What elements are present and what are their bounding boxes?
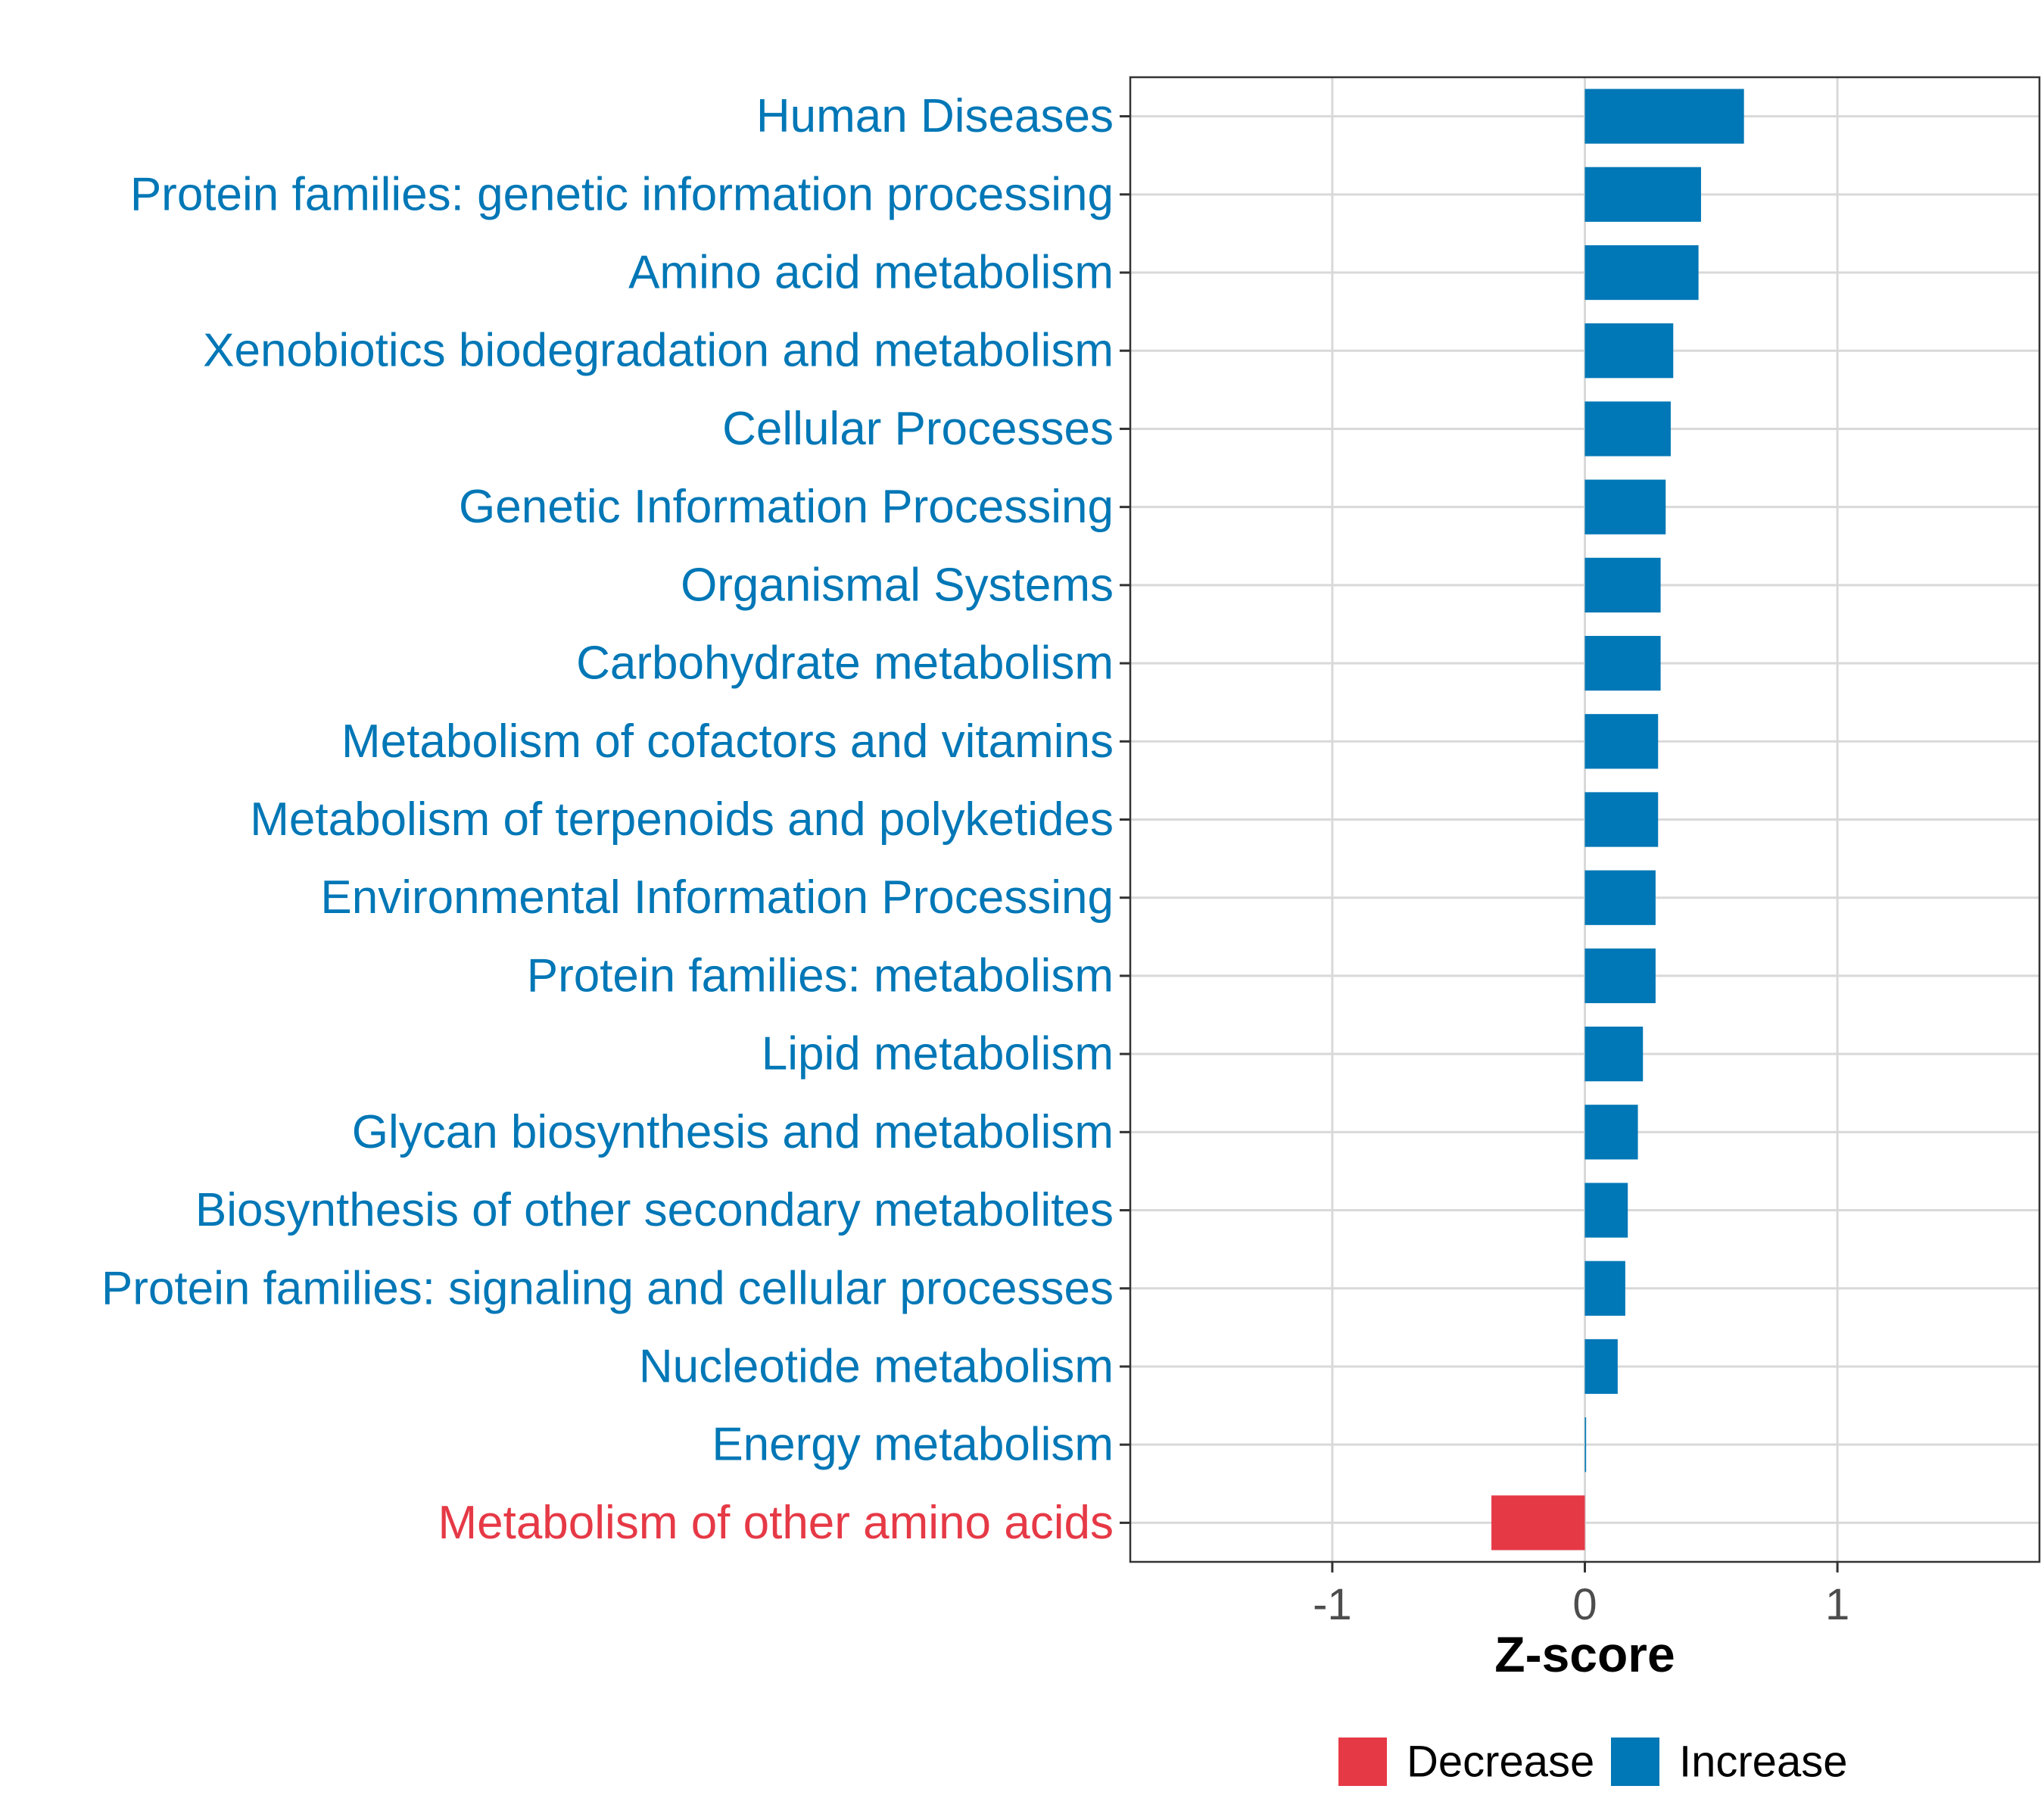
x-tick-label-2: 1: [1825, 1580, 1849, 1629]
bar-xenobiotics-biodegradation-and-metabolism: [1584, 323, 1674, 379]
legend-swatch-decrease: [1338, 1738, 1387, 1786]
x-tick-label-0: -1: [1313, 1580, 1352, 1629]
legend-swatch-increase: [1611, 1738, 1659, 1786]
bar-layer: [1491, 89, 1744, 1551]
bar-biosynthesis-of-other-secondary-metabolites: [1584, 1183, 1628, 1238]
bar-metabolism-of-other-amino-acids: [1491, 1495, 1585, 1551]
category-label-carbohydrate-metabolism: Carbohydrate metabolism: [576, 637, 1114, 690]
bar-amino-acid-metabolism: [1584, 245, 1699, 301]
legend-label-decrease: Decrease: [1407, 1738, 1594, 1787]
x-axis-title: Z-score: [1494, 1626, 1675, 1682]
category-label-xenobiotics-biodegradation-and-metabolism: Xenobiotics biodegradation and metabolis…: [203, 325, 1114, 377]
category-label-amino-acid-metabolism: Amino acid metabolism: [628, 247, 1114, 299]
category-label-organismal-systems: Organismal Systems: [681, 559, 1114, 611]
bar-protein-families-genetic-information-processing: [1584, 167, 1701, 222]
category-label-protein-families-signaling-and-cellular-processes: Protein families: signaling and cellular…: [101, 1262, 1114, 1314]
bar-metabolism-of-cofactors-and-vitamins: [1584, 714, 1659, 769]
category-label-protein-families-metabolism: Protein families: metabolism: [527, 949, 1114, 1002]
bar-genetic-information-processing: [1584, 479, 1666, 535]
category-label-glycan-biosynthesis-and-metabolism: Glycan biosynthesis and metabolism: [352, 1106, 1114, 1158]
bar-cellular-processes: [1584, 401, 1671, 457]
bar-lipid-metabolism: [1584, 1027, 1644, 1082]
category-label-cellular-processes: Cellular Processes: [722, 403, 1114, 455]
category-label-energy-metabolism: Energy metabolism: [712, 1419, 1114, 1471]
category-label-metabolism-of-terpenoids-and-polyketides: Metabolism of terpenoids and polyketides: [250, 793, 1114, 846]
bar-human-diseases: [1584, 89, 1744, 144]
x-tick-label-1: 0: [1572, 1580, 1597, 1629]
bar-carbohydrate-metabolism: [1584, 635, 1661, 691]
bar-protein-families-metabolism: [1584, 948, 1656, 1004]
category-label-nucleotide-metabolism: Nucleotide metabolism: [639, 1340, 1114, 1392]
y-axis-ticks: [1120, 115, 1130, 1524]
bar-organismal-systems: [1584, 557, 1661, 612]
category-label-lipid-metabolism: Lipid metabolism: [762, 1028, 1114, 1080]
category-label-genetic-information-processing: Genetic Information Processing: [459, 481, 1114, 533]
bar-protein-families-signaling-and-cellular-processes: [1584, 1261, 1625, 1316]
bar-energy-metabolism: [1584, 1417, 1587, 1473]
bar-nucleotide-metabolism: [1584, 1339, 1618, 1395]
category-label-metabolism-of-cofactors-and-vitamins: Metabolism of cofactors and vitamins: [341, 715, 1114, 768]
category-label-biosynthesis-of-other-secondary-metabolites: Biosynthesis of other secondary metaboli…: [195, 1184, 1114, 1236]
y-axis-labels: Human Diseases Protein families: genetic …: [101, 90, 1114, 1549]
legend: Decrease Increase: [1338, 1738, 1847, 1787]
category-label-protein-families-genetic-information-processing: Protein families: genetic information pr…: [130, 168, 1114, 220]
bar-environmental-information-processing: [1584, 870, 1656, 925]
x-axis-ticks: -1 0 1: [1313, 1562, 1849, 1629]
category-label-environmental-information-processing: Environmental Information Processing: [320, 871, 1114, 924]
category-label-metabolism-of-other-amino-acids: Metabolism of other amino acids: [438, 1497, 1114, 1549]
bar-metabolism-of-terpenoids-and-polyketides: [1584, 792, 1659, 847]
legend-label-increase: Increase: [1679, 1738, 1847, 1787]
bar-glycan-biosynthesis-and-metabolism: [1584, 1105, 1638, 1160]
category-label-human-diseases: Human Diseases: [756, 90, 1114, 142]
